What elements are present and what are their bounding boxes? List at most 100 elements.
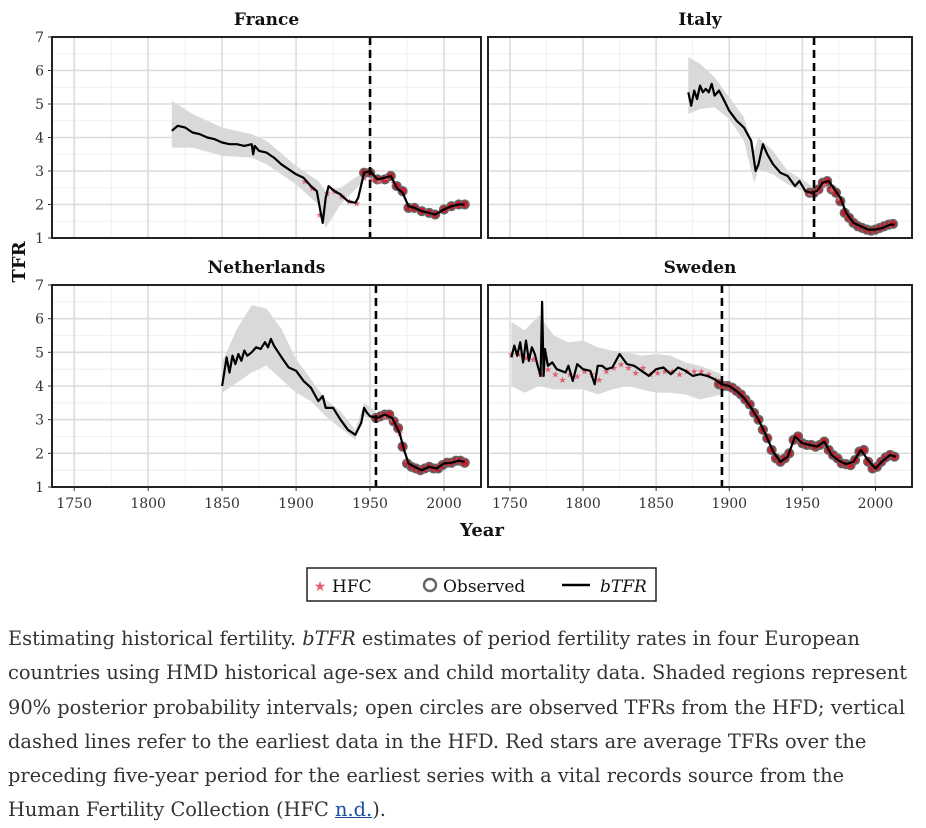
y-tick-label: 7 [35,278,44,294]
hfc-point: ★ [828,186,836,196]
hfc-point: ★ [551,371,559,381]
y-tick-label: 7 [35,30,44,46]
panel-border [487,284,913,488]
hfc-point: ★ [353,199,361,209]
hfc-point: ★ [338,193,346,203]
y-tick-label: 3 [35,164,44,180]
hfc-point: ★ [573,372,581,382]
y-axis-title: TFR [9,240,30,282]
btfr-line [171,124,465,224]
panel-title: Sweden [664,258,737,278]
y-tick-label: 1 [35,231,44,247]
hfc-point: ★ [308,184,316,194]
x-tick-label: 1950 [785,496,821,512]
y-tick-label: 5 [35,345,44,361]
y-tick-label: 2 [35,198,44,214]
x-tick-label: 1950 [352,496,388,512]
x-tick-label: 1750 [492,496,528,512]
legend-btfr-label: bTFR [600,577,647,597]
panel-data-layer: ★★★★★ [221,305,470,476]
hfc-point: ★ [690,367,698,377]
y-tick-label: 6 [35,64,44,80]
hfc-point: ★ [381,413,389,423]
hfc-point: ★ [522,354,530,364]
hfc-point: ★ [806,189,814,199]
y-tick-label: 5 [35,97,44,113]
caption-body: estimates of period fertility rates in f… [8,627,908,822]
x-tick-label: 2000 [426,496,462,512]
panel-title: France [234,10,299,30]
panel-sweden: Sweden ★ ★ ★ ★★★★★★ ★★ ★★★ ★ ★ ★★★★ ★ ★ ★ ★ ★ ★ ★ ★★ 1750 1… [487,258,913,512]
x-tick-label: 1900 [711,496,747,512]
x-tick-label: 2000 [858,496,894,512]
hfc-point: ★ [617,361,625,371]
caption-reference-link[interactable]: n.d. [334,798,373,822]
legend-hfc-star-icon: ★ [314,579,327,595]
x-tick-label: 1850 [638,496,674,512]
panel-france: France ★★★★ ★★★ ★★ ★ ★ ★★ 1 2 3 4 5 6 7 [35,10,482,247]
figure-caption: Estimating historical fertility. bTFR es… [8,622,913,828]
hfc-point: ★ [544,366,552,376]
panel-data-layer: ★★★★ ★★★ ★★ ★ ★ ★★ [171,100,470,228]
hfc-point: ★ [367,176,375,186]
panel-title: Italy [678,10,722,30]
hfc-point: ★ [595,376,603,386]
x-axis-title: Year [459,520,504,541]
hfc-point: ★ [820,181,828,191]
hfc-point: ★ [610,364,618,374]
caption-tail: ). [372,798,386,822]
btfr-line [221,337,465,472]
panel-italy: Italy★ ★★★★ [487,10,913,239]
y-tick-label: 4 [35,131,44,147]
hfc-point: ★ [602,367,610,377]
hfc-point: ★ [388,416,396,426]
btfr-line [687,82,895,231]
hfc-point: ★ [360,174,368,184]
y-tick-label: 4 [35,379,44,395]
hfc-point: ★ [331,188,339,198]
panel-data-layer: ★ ★ ★ ★★★★★★ ★★ ★★★ ★ ★ ★★★★ ★ ★ ★ ★ ★ ★ ★ ★★ [507,300,900,474]
hfc-point: ★ [529,356,537,366]
hfc-point: ★ [345,198,353,208]
hfc-point: ★ [624,364,632,374]
legend: ★ HFC Observed bTFR [306,567,657,602]
panel-border [487,36,913,239]
figure: France ★ ★ ★ ★ ★ ★ ★ ★ ★ ★ ★ ★ ★ 1 2 3 4 5 6 7 Italy ★ ★ ★ ★ ★ Neth… [9,10,913,602]
caption-lead: Estimating historical fertility. [8,627,303,650]
hfc-point: ★ [661,367,669,377]
panel-netherlands: Netherlands ★ ★ ★★★ 1 2 3 4 5 6 7 1750 1800 1850 1900 1… [35,258,482,512]
x-tick-label: 1800 [130,496,166,512]
y-tick-label: 3 [35,413,44,429]
hfc-point: ★ [675,371,683,381]
caption-btfr-term: bTFR [302,627,356,650]
hfc-point: ★ [580,367,588,377]
legend-observed-circle-icon [422,577,438,593]
x-tick-label: 1850 [204,496,240,512]
hfc-point: ★ [813,188,821,198]
observed-point [459,457,470,468]
hfc-point: ★ [566,371,574,381]
hfc-point: ★ [382,174,390,184]
hfc-point: ★ [515,351,523,361]
legend-hfc-label: HFC [332,577,372,597]
hfc-point: ★ [654,369,662,379]
y-tick-label: 1 [35,480,44,496]
x-tick-label: 1800 [565,496,601,512]
hfc-point: ★ [375,178,383,188]
hfc-point: ★ [835,194,843,204]
x-tick-label: 1750 [56,496,92,512]
y-tick-label: 2 [35,446,44,462]
interval-band [171,100,371,228]
hfc-point: ★ [632,369,640,379]
hfc-point: ★ [373,414,381,424]
y-tick-label: 6 [35,312,44,328]
hfc-point: ★ [301,178,309,188]
hfc-point: ★ [639,364,647,374]
x-tick-label: 1900 [278,496,314,512]
hfc-point: ★ [559,376,567,386]
panel-title: Netherlands [208,258,326,278]
btfr-line [510,300,897,470]
hfc-point: ★ [697,367,705,377]
interval-band [222,305,376,440]
